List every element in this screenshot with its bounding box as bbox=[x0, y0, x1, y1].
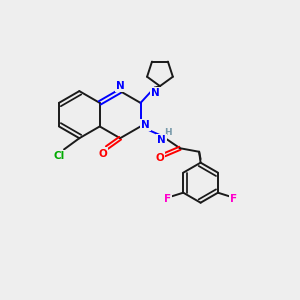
Text: N: N bbox=[116, 81, 124, 91]
Text: Cl: Cl bbox=[53, 151, 64, 161]
Text: N: N bbox=[158, 135, 166, 145]
Text: O: O bbox=[155, 153, 164, 163]
Text: F: F bbox=[164, 194, 171, 204]
Text: N: N bbox=[151, 88, 160, 98]
Text: O: O bbox=[98, 148, 107, 158]
Text: H: H bbox=[164, 128, 172, 137]
Text: N: N bbox=[142, 120, 150, 130]
Text: F: F bbox=[230, 194, 237, 204]
